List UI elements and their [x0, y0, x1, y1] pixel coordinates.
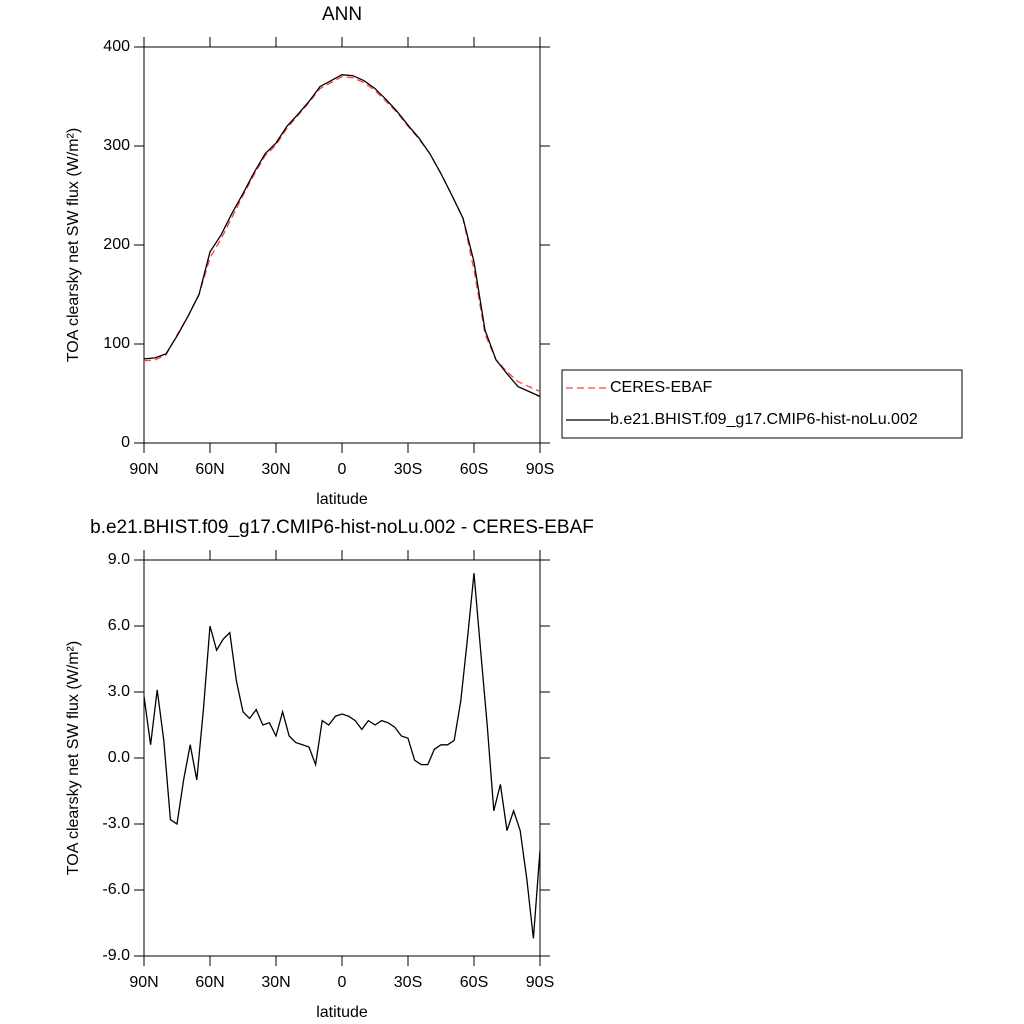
y-tick-label: -6.0	[102, 881, 130, 898]
y-tick-label: 100	[103, 335, 130, 352]
data-line	[143, 573, 541, 939]
y-tick-label: 6.0	[108, 617, 130, 634]
data-line	[143, 76, 541, 393]
x-tick-label: 60S	[460, 461, 488, 478]
chart-title: b.e21.BHIST.f09_g17.CMIP6-hist-noLu.002 …	[90, 517, 594, 538]
x-axis-label: latitude	[316, 491, 368, 508]
x-tick-label: 60S	[460, 974, 488, 991]
y-tick-label: -9.0	[102, 947, 130, 964]
x-tick-label: 60N	[195, 974, 224, 991]
y-tick-label: -3.0	[102, 815, 130, 832]
y-tick-label: 300	[103, 137, 130, 154]
legend-box	[561, 369, 963, 439]
y-tick-label: 0	[121, 434, 130, 451]
x-tick-label: 30S	[394, 461, 422, 478]
legend-label: CERES-EBAF	[610, 379, 712, 396]
x-tick-label: 90N	[129, 461, 158, 478]
x-tick-label: 30N	[261, 461, 290, 478]
x-tick-label: 0	[338, 461, 347, 478]
x-tick-label: 90S	[526, 974, 554, 991]
x-tick-label: 0	[338, 974, 347, 991]
y-axis-label: TOA clearsky net SW flux (W/m²)	[65, 641, 82, 875]
chart-title: ANN	[322, 4, 362, 25]
x-tick-label: 90S	[526, 461, 554, 478]
y-axis-label: TOA clearsky net SW flux (W/m²)	[65, 128, 82, 362]
plot-frame	[143, 559, 541, 957]
y-tick-label: 3.0	[108, 683, 130, 700]
y-tick-label: 0.0	[108, 749, 130, 766]
x-tick-label: 30N	[261, 974, 290, 991]
plot-frame	[143, 46, 541, 444]
x-tick-label: 30S	[394, 974, 422, 991]
x-axis-label: latitude	[316, 1004, 368, 1021]
legend-label: b.e21.BHIST.f09_g17.CMIP6-hist-noLu.002	[610, 411, 918, 428]
x-tick-label: 90N	[129, 974, 158, 991]
y-tick-label: 400	[103, 38, 130, 55]
y-tick-label: 200	[103, 236, 130, 253]
y-tick-label: 9.0	[108, 551, 130, 568]
x-tick-label: 60N	[195, 461, 224, 478]
data-line	[143, 74, 541, 398]
